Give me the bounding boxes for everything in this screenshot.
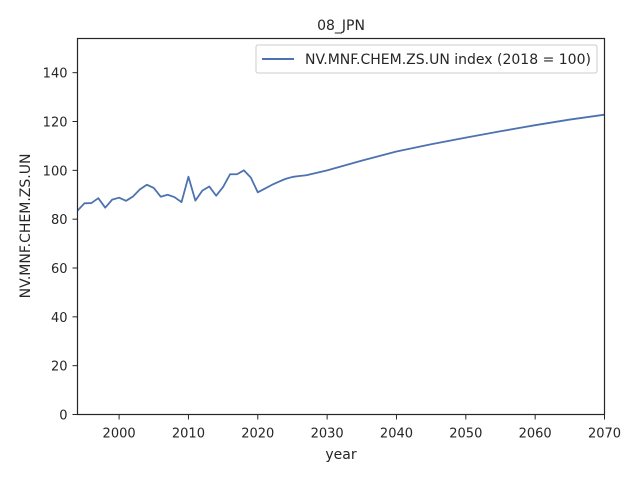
legend-box <box>255 44 598 74</box>
y-tick-label: 120 <box>43 116 68 131</box>
y-tick-label: 80 <box>51 213 68 228</box>
y-tick-label: 20 <box>51 360 68 375</box>
legend: NV.MNF.CHEM.ZS.UN index (2018 = 100) <box>255 44 598 74</box>
x-tick-label: 2060 <box>519 427 552 442</box>
legend-label: NV.MNF.CHEM.ZS.UN index (2018 = 100) <box>305 52 591 68</box>
x-tick-label: 2020 <box>241 427 274 442</box>
series-line <box>76 113 605 212</box>
y-axis-label: NV.MNF.CHEM.ZS.UN <box>18 154 34 299</box>
x-tick-label: 2030 <box>311 427 344 442</box>
x-tick-label: 2010 <box>172 427 205 442</box>
plot-area <box>76 113 605 212</box>
y-tick-label: 40 <box>51 311 68 326</box>
x-tick-label: 2040 <box>380 427 413 442</box>
chart-title: 08_JPN <box>317 18 365 34</box>
x-axis-label: year <box>325 447 356 463</box>
plot-frame <box>76 37 606 416</box>
x-tick-label: 2000 <box>103 427 136 442</box>
y-tick-label: 0 <box>59 409 67 424</box>
axis-ticks: 2000 2010 2020 2030 2040 2050 2060 207002040608… <box>43 67 621 442</box>
y-tick-label: 100 <box>43 164 68 179</box>
y-tick-label: 60 <box>51 262 68 277</box>
x-tick-label: 2050 <box>449 427 482 442</box>
x-tick-label: 2070 <box>588 427 621 442</box>
y-tick-label: 140 <box>43 67 68 82</box>
